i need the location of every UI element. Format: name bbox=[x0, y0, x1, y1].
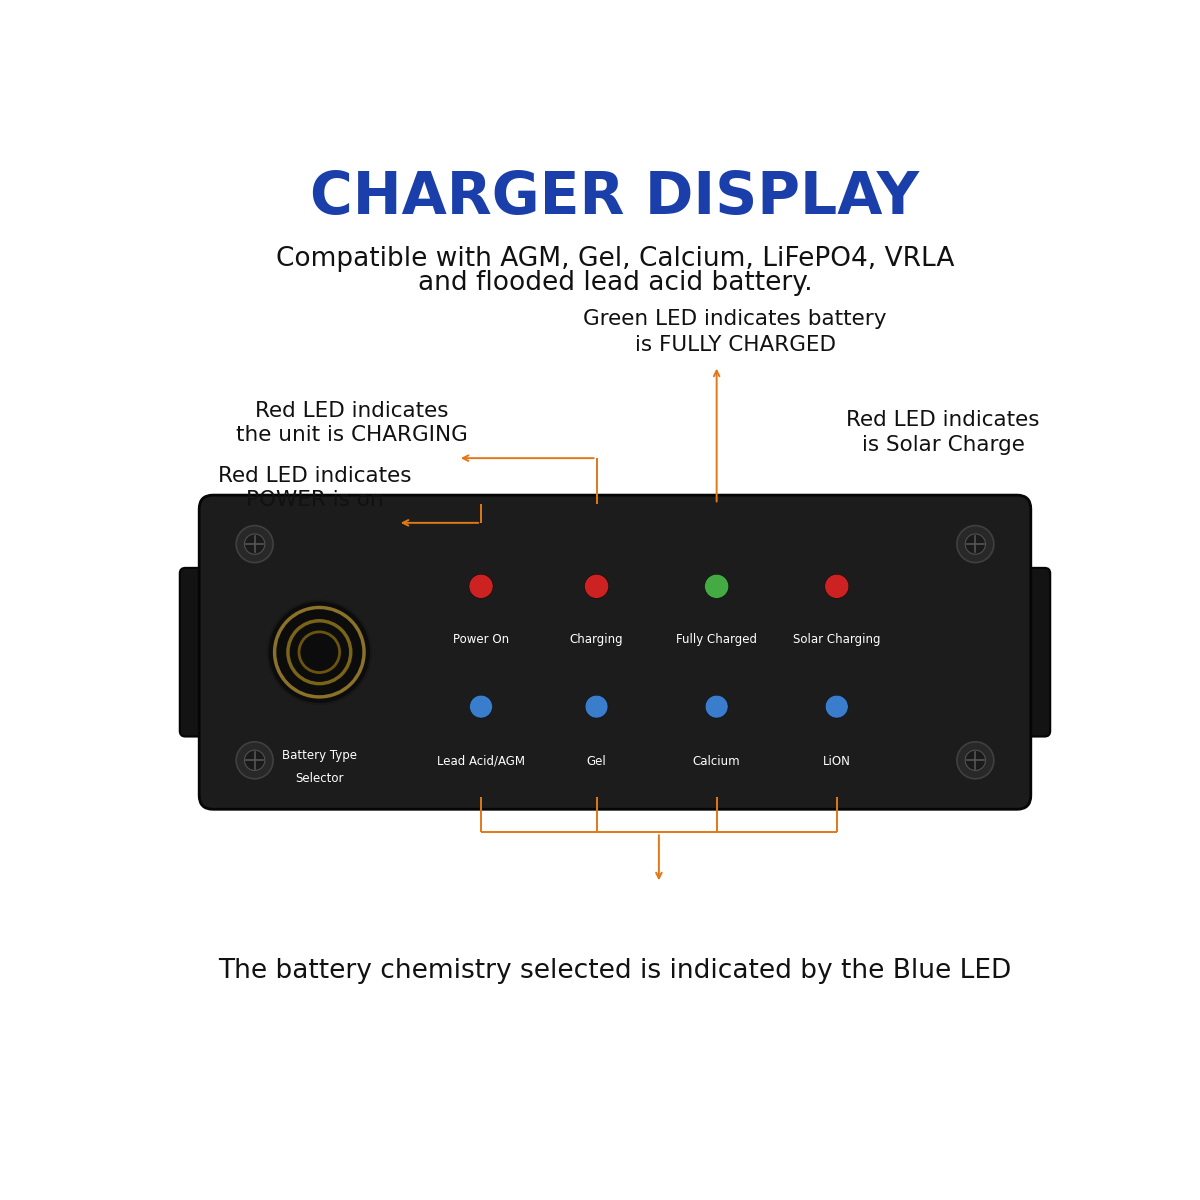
Circle shape bbox=[268, 600, 371, 704]
Circle shape bbox=[469, 575, 493, 599]
Text: The battery chemistry selected is indicated by the Blue LED: The battery chemistry selected is indica… bbox=[218, 958, 1012, 984]
Circle shape bbox=[245, 750, 265, 770]
Circle shape bbox=[236, 526, 274, 563]
Text: Charging: Charging bbox=[570, 632, 623, 646]
Circle shape bbox=[826, 695, 848, 718]
Circle shape bbox=[706, 695, 728, 718]
Circle shape bbox=[956, 742, 994, 779]
FancyBboxPatch shape bbox=[1009, 568, 1050, 737]
Circle shape bbox=[965, 750, 985, 770]
Circle shape bbox=[824, 575, 848, 599]
Text: the unit is CHARGING: the unit is CHARGING bbox=[235, 425, 468, 445]
Circle shape bbox=[584, 575, 608, 599]
Circle shape bbox=[965, 534, 985, 554]
Text: Gel: Gel bbox=[587, 755, 606, 768]
FancyBboxPatch shape bbox=[180, 568, 221, 737]
Circle shape bbox=[469, 695, 492, 718]
Text: is Solar Charge: is Solar Charge bbox=[862, 436, 1025, 455]
FancyBboxPatch shape bbox=[199, 496, 1031, 809]
Text: CHARGER DISPLAY: CHARGER DISPLAY bbox=[311, 169, 919, 226]
Text: Red LED indicates: Red LED indicates bbox=[254, 401, 449, 421]
Text: Battery Type: Battery Type bbox=[282, 749, 356, 762]
Text: Solar Charging: Solar Charging bbox=[793, 632, 881, 646]
Text: Selector: Selector bbox=[295, 772, 343, 785]
Text: is FULLY CHARGED: is FULLY CHARGED bbox=[635, 335, 835, 355]
Text: Compatible with AGM, Gel, Calcium, LiFePO4, VRLA: Compatible with AGM, Gel, Calcium, LiFeP… bbox=[276, 246, 954, 272]
Text: Red LED indicates: Red LED indicates bbox=[846, 410, 1039, 431]
Text: Green LED indicates battery: Green LED indicates battery bbox=[583, 308, 887, 329]
Text: Lead Acid/AGM: Lead Acid/AGM bbox=[437, 755, 526, 768]
Text: LiON: LiON bbox=[823, 755, 851, 768]
Circle shape bbox=[586, 695, 608, 718]
Text: Power On: Power On bbox=[452, 632, 509, 646]
Text: Calcium: Calcium bbox=[692, 755, 740, 768]
Circle shape bbox=[956, 526, 994, 563]
Text: and flooded lead acid battery.: and flooded lead acid battery. bbox=[418, 270, 812, 295]
Text: POWER is on: POWER is on bbox=[246, 490, 384, 510]
Circle shape bbox=[236, 742, 274, 779]
Circle shape bbox=[704, 575, 728, 599]
Text: Fully Charged: Fully Charged bbox=[676, 632, 757, 646]
Circle shape bbox=[245, 534, 265, 554]
Text: Red LED indicates: Red LED indicates bbox=[218, 466, 412, 486]
